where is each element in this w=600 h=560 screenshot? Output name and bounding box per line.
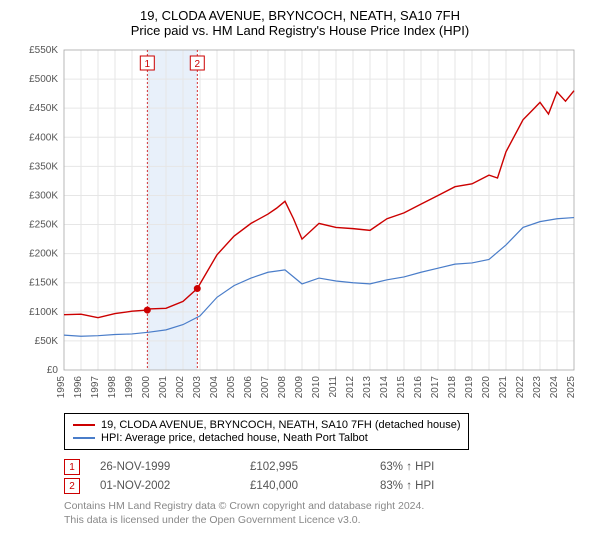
svg-text:2020: 2020 [481,376,492,399]
svg-text:2013: 2013 [362,376,373,399]
svg-text:2023: 2023 [532,376,543,399]
svg-text:2005: 2005 [226,376,237,399]
svg-text:£50K: £50K [35,336,59,347]
svg-text:1995: 1995 [56,376,67,399]
svg-text:2011: 2011 [328,376,339,398]
svg-text:2006: 2006 [243,376,254,399]
sales-table: 1 26-NOV-1999 £102,995 63% ↑ HPI 2 01-NOV-200… [64,459,588,494]
svg-text:2014: 2014 [379,376,390,399]
svg-text:£100K: £100K [29,307,58,318]
page-container: 19, CLODA AVENUE, BRYNCOCH, NEATH, SA10 … [0,0,600,527]
title-block: 19, CLODA AVENUE, BRYNCOCH, NEATH, SA10 … [12,8,588,38]
svg-text:2022: 2022 [515,376,526,399]
chart-area: £0 £50K £100K £150K £200K £250K £300K £350K £400… [12,42,588,407]
sale-pct: 83% ↑ HPI [380,480,490,492]
svg-text:£200K: £200K [29,249,58,260]
svg-text:2025: 2025 [566,376,577,399]
sale-price: £140,000 [250,480,360,492]
price-chart-svg: £0 £50K £100K £150K £200K £250K £300K £350K £400… [12,42,588,402]
svg-text:£350K: £350K [29,161,58,172]
svg-text:1999: 1999 [124,376,135,399]
svg-text:2000: 2000 [141,376,152,399]
sales-row: 2 01-NOV-2002 £140,000 83% ↑ HPI [64,478,588,494]
sale-price: £102,995 [250,461,360,473]
sales-row: 1 26-NOV-1999 £102,995 63% ↑ HPI [64,459,588,475]
svg-text:£550K: £550K [29,45,58,56]
svg-text:2008: 2008 [277,376,288,399]
svg-text:1: 1 [145,59,151,70]
footnote: Contains HM Land Registry data © Crown c… [64,500,588,527]
legend-box: 19, CLODA AVENUE, BRYNCOCH, NEATH, SA10 … [64,413,469,450]
svg-text:1997: 1997 [90,376,101,399]
chart-title-line1: 19, CLODA AVENUE, BRYNCOCH, NEATH, SA10 … [12,8,588,23]
legend-row: 19, CLODA AVENUE, BRYNCOCH, NEATH, SA10 … [73,419,460,431]
svg-text:£0: £0 [47,365,59,376]
svg-text:2024: 2024 [549,376,560,399]
svg-text:2009: 2009 [294,376,305,399]
svg-text:2: 2 [194,59,200,70]
svg-text:£450K: £450K [29,103,58,114]
svg-text:£150K: £150K [29,278,58,289]
sale-pct: 63% ↑ HPI [380,461,490,473]
svg-text:2016: 2016 [413,376,424,399]
svg-text:£250K: £250K [29,220,58,231]
svg-text:2019: 2019 [464,376,475,399]
sale-date: 01-NOV-2002 [100,480,230,492]
svg-text:2017: 2017 [430,376,441,399]
svg-text:2001: 2001 [158,376,169,399]
svg-text:£400K: £400K [29,132,58,143]
sale-marker-box: 2 [64,478,80,494]
legend-label: HPI: Average price, detached house, Neat… [101,432,368,444]
chart-title-line2: Price paid vs. HM Land Registry's House … [12,23,588,38]
svg-text:1996: 1996 [73,376,84,399]
sale-marker-box: 1 [64,459,80,475]
svg-text:2007: 2007 [260,376,271,399]
legend-swatch [73,437,95,439]
svg-text:1998: 1998 [107,376,118,399]
svg-text:2002: 2002 [175,376,186,399]
svg-text:2003: 2003 [192,376,203,399]
svg-text:2012: 2012 [345,376,356,399]
svg-text:£300K: £300K [29,190,58,201]
footnote-line: Contains HM Land Registry data © Crown c… [64,500,588,514]
legend-label: 19, CLODA AVENUE, BRYNCOCH, NEATH, SA10 … [101,419,460,431]
legend-swatch [73,424,95,426]
sale-date: 26-NOV-1999 [100,461,230,473]
svg-text:2004: 2004 [209,376,220,399]
svg-text:2010: 2010 [311,376,322,399]
svg-text:2018: 2018 [447,376,458,399]
legend-row: HPI: Average price, detached house, Neat… [73,432,460,444]
svg-text:2015: 2015 [396,376,407,399]
svg-text:£500K: £500K [29,74,58,85]
svg-text:2021: 2021 [498,376,509,399]
footnote-line: This data is licensed under the Open Gov… [64,514,588,528]
